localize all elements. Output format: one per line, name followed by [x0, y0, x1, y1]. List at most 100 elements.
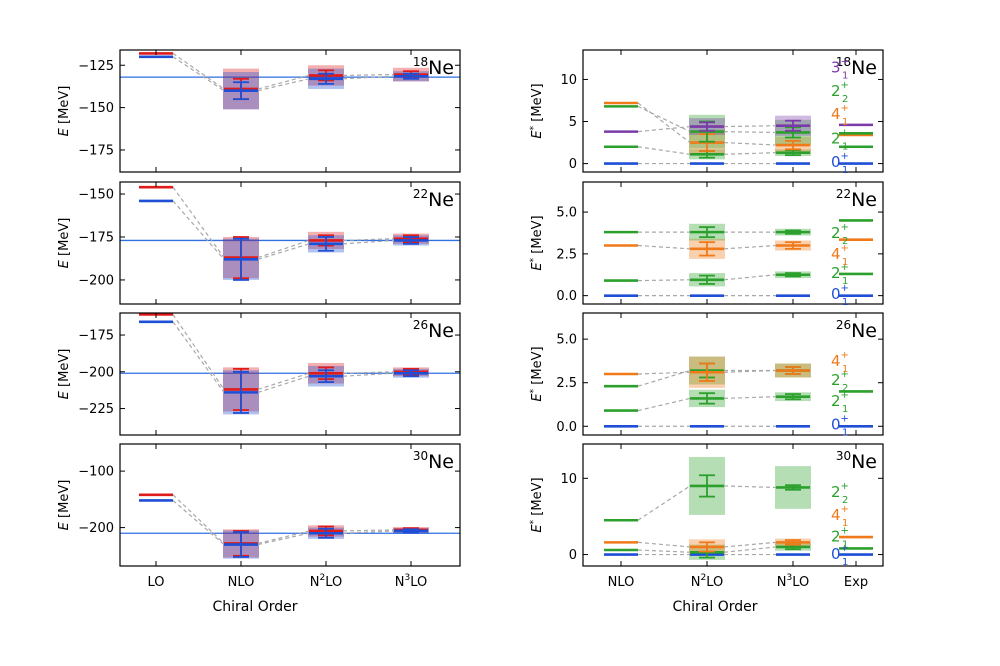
right-x-tick-label-3: Exp	[844, 575, 868, 590]
state-label-green: 2+ 1	[831, 390, 849, 415]
panel-L22: −150 −175 −200 E [MeV] 22Ne	[57, 181, 461, 305]
y-axis-label: E [MeV]	[57, 218, 72, 269]
state-label-orange: 4+ 1	[831, 504, 849, 529]
y-axis-label: E* [MeV]	[529, 83, 545, 138]
state-label-blue: 0+ 1	[831, 543, 849, 568]
nucleus-label: 30Ne	[836, 449, 877, 473]
y-tick-label: −200	[78, 273, 114, 288]
connector-line	[723, 369, 777, 373]
state-label-purple: 3+ 1	[831, 57, 849, 82]
state-label-green: 2+ 1	[831, 127, 849, 152]
state-label-orange: 4+ 1	[831, 243, 849, 268]
left-x-tick-label-2: N2LO	[310, 573, 342, 590]
y-axis-label: E [MeV]	[57, 349, 72, 400]
connector-line	[257, 530, 310, 544]
connector-line	[637, 125, 691, 133]
plot-frame	[119, 312, 461, 436]
left-x-axis-title: Chiral Order	[213, 599, 298, 615]
y-axis-label: E* [MeV]	[529, 477, 545, 532]
left-x-tick-label-0: LO	[147, 575, 164, 590]
connector-line	[342, 372, 395, 377]
y-tick-label: −200	[78, 365, 114, 380]
panel-R18: 0 5 10 E* [MeV] 18Ne 0+ 12+ 14+ 12+ 23+ 1	[529, 49, 884, 176]
y-tick-label: 0.0	[556, 289, 577, 304]
panel-R30: 0 10 NLO N2LO N3LO Exp E* [MeV] 30Ne 0+ 12+ 14+ 12+…	[529, 443, 884, 590]
y-tick-label: −150	[78, 188, 114, 203]
connector-line	[172, 314, 225, 390]
nucleus-label: 22Ne	[836, 187, 877, 211]
connector-line	[172, 56, 225, 92]
right-x-axis-title: Chiral Order	[673, 599, 758, 615]
state-label-blue: 0+ 1	[831, 283, 849, 308]
right-x-tick-label-0: NLO	[608, 575, 635, 590]
state-label-orange: 4+ 1	[831, 350, 849, 375]
connector-line	[637, 279, 691, 282]
plot-frame	[119, 443, 461, 567]
connector-line	[637, 102, 691, 144]
plot-frame	[119, 181, 461, 305]
y-tick-label: 2.5	[556, 247, 577, 262]
connector-line	[637, 397, 691, 412]
connector-line	[723, 125, 777, 128]
connector-line	[637, 244, 691, 250]
state-label-green: 2+ 1	[831, 262, 849, 287]
connector-line	[172, 500, 225, 545]
connector-line	[637, 146, 691, 155]
connector-line	[172, 52, 225, 90]
connector-line	[257, 243, 310, 260]
y-axis-label: E* [MeV]	[529, 346, 545, 401]
connector-line	[723, 396, 777, 399]
y-tick-label: 10	[560, 472, 577, 487]
connector-line	[257, 375, 310, 393]
plot-frame	[582, 443, 884, 567]
plot-frame	[582, 312, 884, 436]
state-label-green: 2+ 2	[831, 80, 849, 105]
nucleus-label: 22Ne	[413, 187, 454, 211]
y-tick-label: 10	[560, 73, 577, 88]
connector-line	[172, 200, 225, 260]
connector-line	[257, 532, 310, 546]
panel-L26: −175 −200 −225 E [MeV] 26Ne	[57, 312, 461, 436]
connector-line	[172, 494, 225, 544]
connector-line	[637, 541, 691, 548]
connector-line	[637, 485, 691, 521]
y-tick-label: 5.0	[556, 206, 577, 221]
right-x-tick-label-2: N3LO	[777, 573, 809, 590]
y-tick-label: −100	[78, 465, 114, 480]
connector-line	[723, 541, 777, 548]
state-label-green: 2+ 2	[831, 481, 849, 506]
left-x-tick-label-3: N3LO	[395, 573, 427, 590]
connector-line	[257, 78, 310, 92]
connector-line	[342, 239, 395, 245]
connector-line	[342, 530, 395, 534]
y-tick-label: 0	[569, 157, 577, 172]
y-tick-label: −125	[78, 59, 114, 74]
y-axis-label: E [MeV]	[57, 480, 72, 531]
y-tick-label: 5	[569, 115, 577, 130]
connector-line	[723, 244, 777, 250]
nucleus-label: 18Ne	[413, 55, 454, 79]
panel-L18: −125 −150 −175 E [MeV] 18Ne	[57, 49, 461, 173]
nucleus-label: 26Ne	[413, 318, 454, 342]
state-label-blue: 0+ 1	[831, 151, 849, 176]
connector-line	[257, 239, 310, 259]
y-tick-label: 0.0	[556, 420, 577, 435]
y-axis-label: E* [MeV]	[529, 215, 545, 270]
panel-R22: 0.0 2.5 5.0 E* [MeV] 22Ne 0+ 12+ 14+ 12+ 2	[529, 181, 884, 308]
connector-line	[637, 105, 691, 133]
y-tick-label: −150	[78, 101, 114, 116]
y-tick-label: −175	[78, 329, 114, 344]
panel-R26: 0.0 2.5 5.0 E* [MeV] 26Ne 0+ 12+ 12+ 24+ 1	[529, 312, 884, 439]
panel-L30: −100 −200 LO NLO N2LO N3LO E [MeV] 30Ne	[57, 443, 461, 590]
connector-line	[723, 485, 777, 489]
connector-line	[723, 131, 777, 134]
right-x-tick-label-1: N2LO	[691, 573, 723, 590]
plot-frame	[582, 49, 884, 173]
panels: −125 −150 −175 E [MeV] 18Ne −150 −175 −200 E [Me…	[57, 49, 884, 590]
y-tick-label: −200	[78, 521, 114, 536]
connector-line	[637, 549, 691, 553]
connector-line	[342, 371, 395, 374]
connector-line	[342, 238, 395, 242]
nucleus-label: 26Ne	[836, 318, 877, 342]
